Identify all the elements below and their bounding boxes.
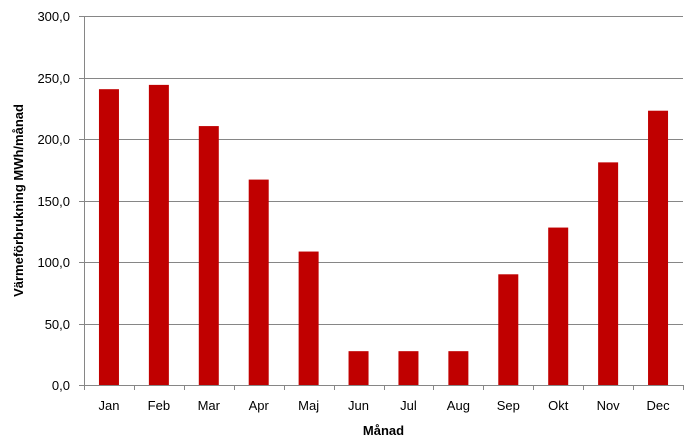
x-tick-label: Aug [447, 398, 470, 413]
bar-mar [198, 126, 219, 386]
x-tick-label: Apr [249, 398, 270, 413]
y-tick-label: 50,0 [45, 317, 70, 332]
bar-feb [148, 84, 169, 385]
bar-jun [348, 351, 369, 385]
x-tick-label: Maj [298, 398, 319, 413]
gridlines [84, 16, 683, 325]
x-tick-label: Nov [597, 398, 621, 413]
bar-dec [648, 110, 669, 386]
bar-jul [398, 351, 419, 385]
bar-apr [248, 179, 269, 385]
x-tick-label: Feb [148, 398, 170, 413]
bars [98, 84, 669, 386]
x-tick-label: Okt [548, 398, 569, 413]
axes [79, 16, 684, 390]
x-tick-label: Mar [198, 398, 221, 413]
x-tick-label: Sep [497, 398, 520, 413]
x-tick-labels: Jan Feb Mar Apr Maj Jun Jul Aug Sep Okt Nov Dec [98, 398, 670, 413]
y-tick-label: 100,0 [37, 255, 70, 270]
bar-sep [498, 274, 519, 385]
x-tick-label: Jun [348, 398, 369, 413]
y-tick-label: 0,0 [52, 378, 70, 393]
y-tick-label: 300,0 [37, 9, 70, 24]
y-tick-label: 250,0 [37, 71, 70, 86]
x-tick-label: Dec [646, 398, 670, 413]
y-tick-label: 150,0 [37, 194, 70, 209]
bar-nov [598, 162, 619, 385]
bar-maj [298, 251, 319, 385]
x-tick-label: Jul [400, 398, 417, 413]
x-axis-title: Månad [363, 423, 404, 438]
y-tick-label: 200,0 [37, 132, 70, 147]
bar-okt [548, 227, 569, 385]
bar-aug [448, 351, 469, 385]
y-axis-title: Värmeförbrukning MWh/månad [11, 104, 26, 297]
x-tick-label: Jan [98, 398, 119, 413]
bar-jan [98, 89, 119, 385]
y-tick-labels: 0,0 50,0 100,0 150,0 200,0 250,0 300,0 [37, 9, 70, 393]
